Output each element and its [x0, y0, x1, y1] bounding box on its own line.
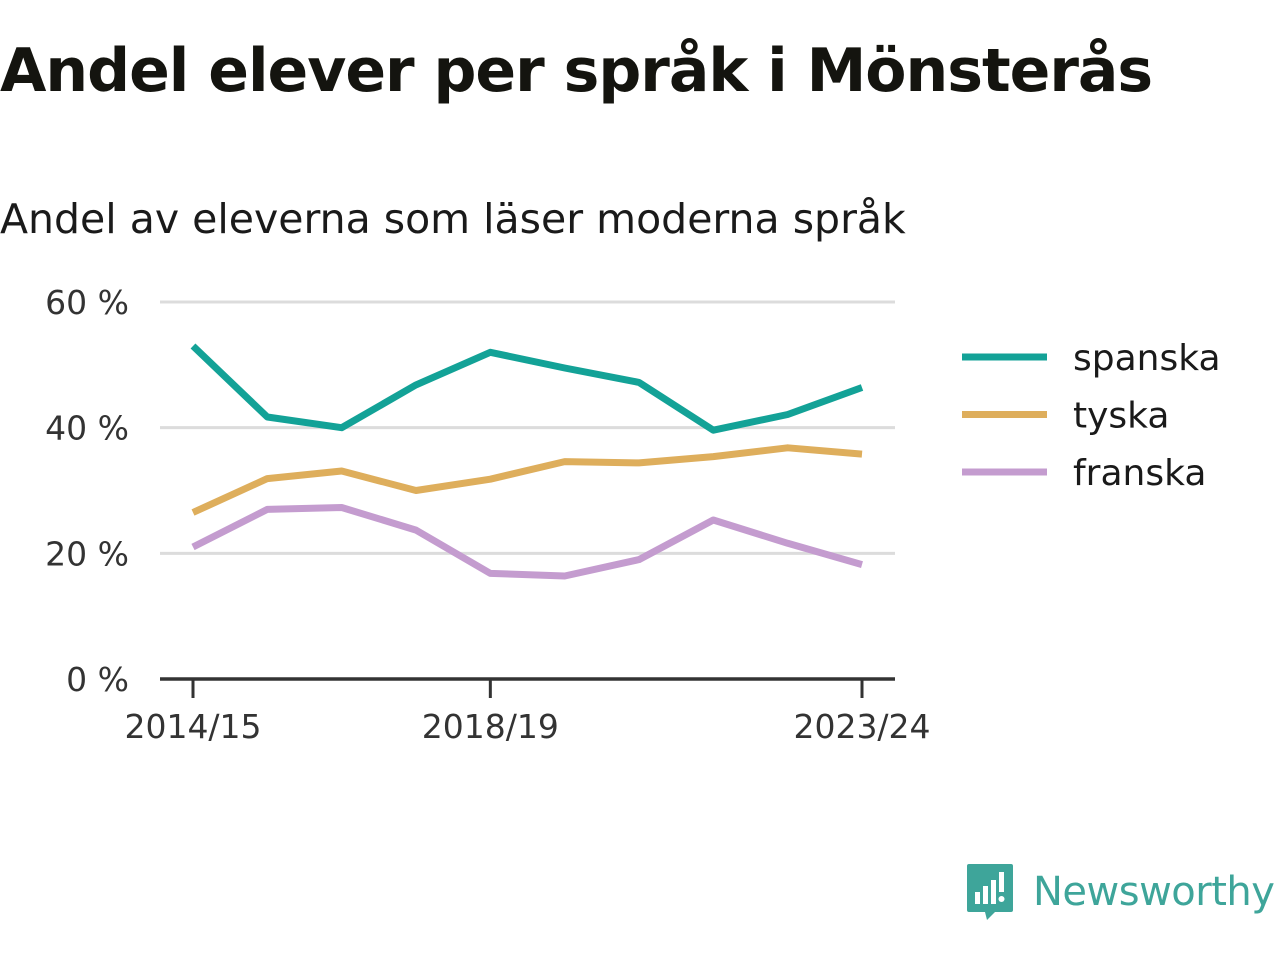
legend: spanska tyska franska: [962, 338, 1221, 494]
series-line-franska: [191, 504, 863, 580]
y-tick-label: 0 %: [66, 660, 129, 699]
legend-label-tyska: tyska: [1073, 396, 1169, 437]
series-line-spanska: [190, 343, 864, 434]
line-chart: 0 % 20 % 40 % 60 % 2014/15 2018/19 2023/24 sp…: [45, 283, 1221, 746]
chart-subtitle: Andel av eleverna som läser moderna språ…: [0, 195, 906, 243]
brand-name: Newsworthy: [1033, 869, 1275, 915]
series-lines: [190, 343, 864, 580]
x-tick-label: 2014/15: [124, 707, 261, 746]
x-tick-label: 2023/24: [793, 707, 930, 746]
y-axis-ticks: 0 % 20 % 40 % 60 %: [45, 283, 129, 699]
page-title: Andel elever per språk i Mönsterås: [0, 36, 1153, 106]
y-tick-label: 40 %: [45, 409, 129, 448]
legend-label-franska: franska: [1073, 453, 1206, 494]
y-tick-label: 60 %: [45, 283, 129, 322]
newsworthy-logo-icon: [967, 864, 1013, 920]
x-axis-ticks: 2014/15 2018/19 2023/24: [124, 679, 931, 746]
legend-label-spanska: spanska: [1073, 338, 1221, 379]
grid-lines: [160, 300, 895, 555]
series-line-tyska: [191, 444, 863, 516]
brand-logo: Newsworthy: [965, 862, 1275, 922]
x-tick-label: 2018/19: [422, 707, 559, 746]
y-tick-label: 20 %: [45, 534, 129, 573]
